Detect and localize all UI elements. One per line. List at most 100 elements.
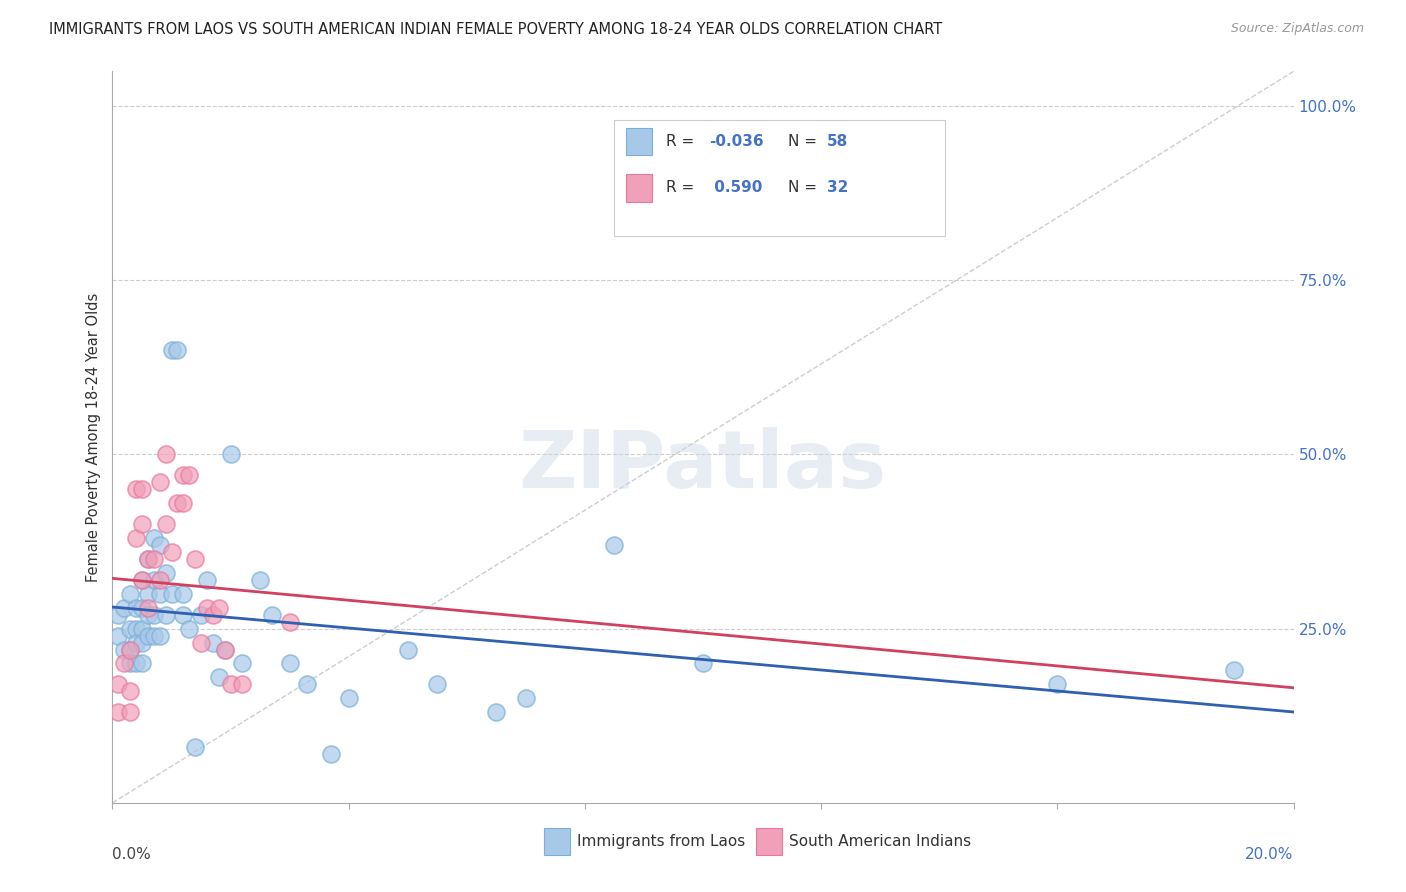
Point [120, 657, 142, 671]
Point [112, 657, 135, 671]
Point [214, 642, 236, 657]
Point [125, 483, 148, 497]
Point [125, 531, 148, 545]
Point [231, 677, 253, 691]
Point [603, 538, 626, 552]
Point [136, 587, 159, 601]
Point [112, 600, 135, 615]
Text: N =: N = [787, 134, 823, 149]
Text: 0.0%: 0.0% [112, 847, 152, 862]
Point [172, 496, 194, 510]
Text: ZIPatlas: ZIPatlas [519, 427, 887, 506]
Point [107, 629, 129, 643]
Point [131, 600, 153, 615]
Y-axis label: Female Poverty Among 18-24 Year Olds: Female Poverty Among 18-24 Year Olds [86, 293, 101, 582]
Point [166, 343, 188, 357]
Text: 58: 58 [827, 134, 848, 149]
Point [125, 622, 148, 636]
Text: IMMIGRANTS FROM LAOS VS SOUTH AMERICAN INDIAN FEMALE POVERTY AMONG 18-24 YEAR OL: IMMIGRANTS FROM LAOS VS SOUTH AMERICAN I… [49, 22, 942, 37]
Point [172, 468, 194, 483]
Point [297, 677, 319, 691]
Point [249, 573, 271, 587]
Text: 32: 32 [827, 180, 848, 195]
Point [142, 552, 165, 566]
Point [278, 615, 301, 629]
Point [112, 642, 135, 657]
Point [179, 622, 201, 636]
Point [149, 538, 172, 552]
Text: Source: ZipAtlas.com: Source: ZipAtlas.com [1230, 22, 1364, 36]
Text: Immigrants from Laos: Immigrants from Laos [576, 834, 745, 849]
Point [160, 343, 183, 357]
Point [131, 573, 153, 587]
Point [107, 677, 129, 691]
Point [160, 587, 183, 601]
Text: 0.590: 0.590 [709, 180, 762, 195]
Point [278, 657, 301, 671]
Text: -0.036: -0.036 [709, 134, 763, 149]
Point [120, 587, 142, 601]
Point [125, 635, 148, 649]
Bar [544, 828, 569, 855]
Point [149, 573, 172, 587]
Point [136, 600, 159, 615]
Point [125, 657, 148, 671]
Point [142, 629, 165, 643]
Point [155, 517, 177, 532]
Point [515, 691, 537, 706]
Point [195, 573, 218, 587]
Point [426, 677, 449, 691]
Text: N =: N = [787, 180, 823, 195]
Point [120, 642, 142, 657]
Point [260, 607, 283, 622]
Point [120, 684, 142, 698]
Point [172, 587, 194, 601]
Point [131, 657, 153, 671]
Point [155, 566, 177, 580]
Bar [626, 174, 652, 202]
Point [184, 552, 207, 566]
Point [201, 635, 224, 649]
Point [1046, 677, 1069, 691]
Point [219, 448, 242, 462]
Point [131, 622, 153, 636]
Point [219, 677, 242, 691]
Point [142, 573, 165, 587]
Point [120, 705, 142, 719]
Bar [626, 128, 652, 155]
Point [120, 642, 142, 657]
Point [396, 642, 419, 657]
Point [155, 607, 177, 622]
Text: R =: R = [666, 134, 700, 149]
Point [136, 552, 159, 566]
Text: 20.0%: 20.0% [1246, 847, 1294, 862]
Point [190, 607, 212, 622]
Point [337, 691, 360, 706]
Point [136, 607, 159, 622]
Point [107, 607, 129, 622]
Point [136, 629, 159, 643]
Point [149, 629, 172, 643]
Point [142, 531, 165, 545]
Point [125, 600, 148, 615]
Point [184, 740, 207, 755]
Point [155, 448, 177, 462]
Point [190, 635, 212, 649]
FancyBboxPatch shape [614, 120, 945, 235]
Point [131, 635, 153, 649]
Point [131, 517, 153, 532]
Text: South American Indians: South American Indians [789, 834, 972, 849]
Text: R =: R = [666, 180, 700, 195]
Point [208, 600, 231, 615]
Point [149, 475, 172, 490]
Point [120, 622, 142, 636]
Bar [756, 828, 782, 855]
Point [231, 657, 253, 671]
Point [107, 705, 129, 719]
Point [692, 657, 714, 671]
Point [208, 670, 231, 684]
Point [149, 587, 172, 601]
Point [179, 468, 201, 483]
Point [485, 705, 508, 719]
Point [1223, 664, 1246, 678]
